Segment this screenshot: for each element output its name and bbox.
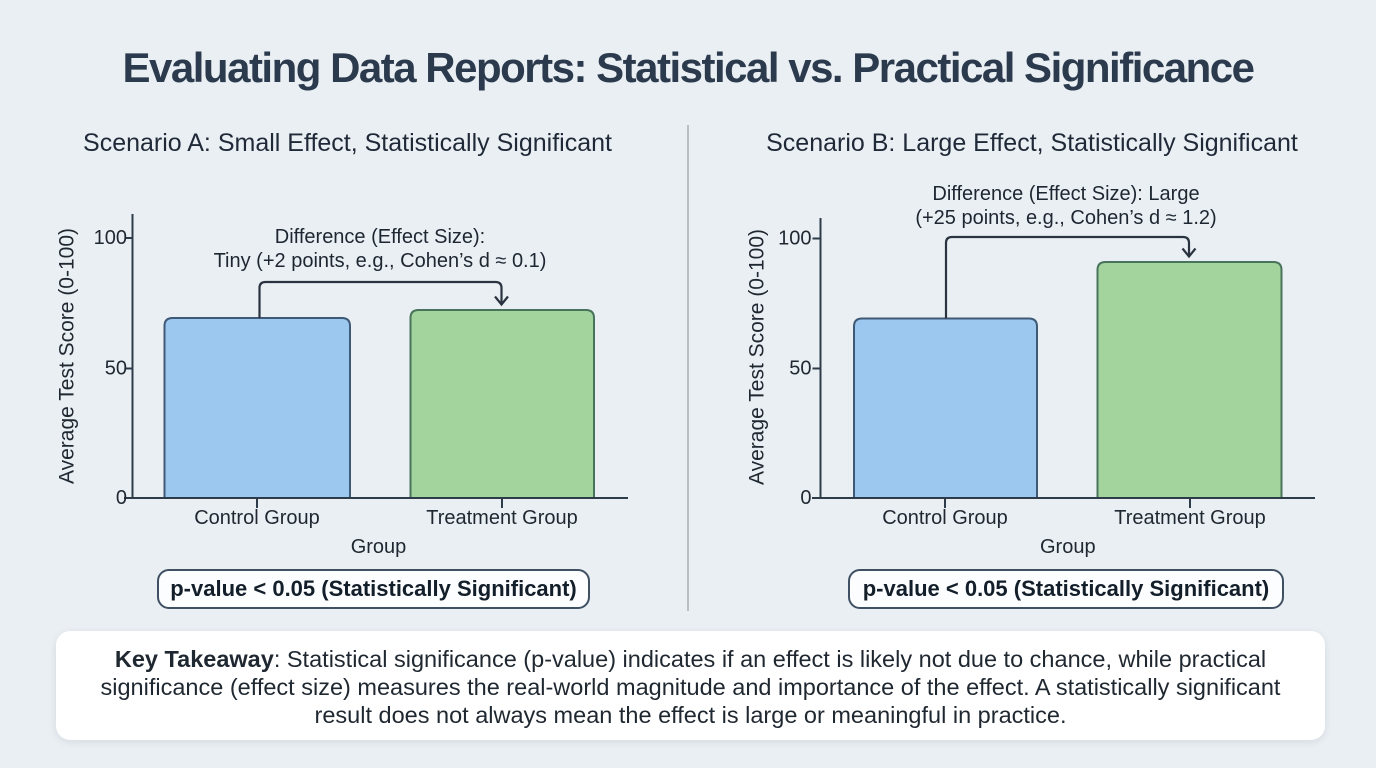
svg-text:0: 0 (800, 487, 811, 509)
svg-text:Control Group: Control Group (882, 507, 1008, 529)
svg-text:Average Test Score (0-100): Average Test Score (0-100) (56, 228, 79, 484)
svg-text:Average Test Score (0-100): Average Test Score (0-100) (746, 229, 769, 485)
svg-text:Treatment Group: Treatment Group (1114, 507, 1266, 529)
svg-text:50: 50 (789, 358, 811, 380)
svg-text:Group: Group (351, 536, 407, 558)
svg-text:0: 0 (116, 487, 127, 509)
svg-text:100: 100 (94, 227, 127, 249)
svg-text:100: 100 (778, 228, 811, 250)
svg-text:Group: Group (1040, 536, 1096, 558)
svg-text:Treatment Group: Treatment Group (426, 507, 578, 529)
svg-text:50: 50 (105, 358, 127, 380)
svg-text:Control Group: Control Group (194, 507, 320, 529)
